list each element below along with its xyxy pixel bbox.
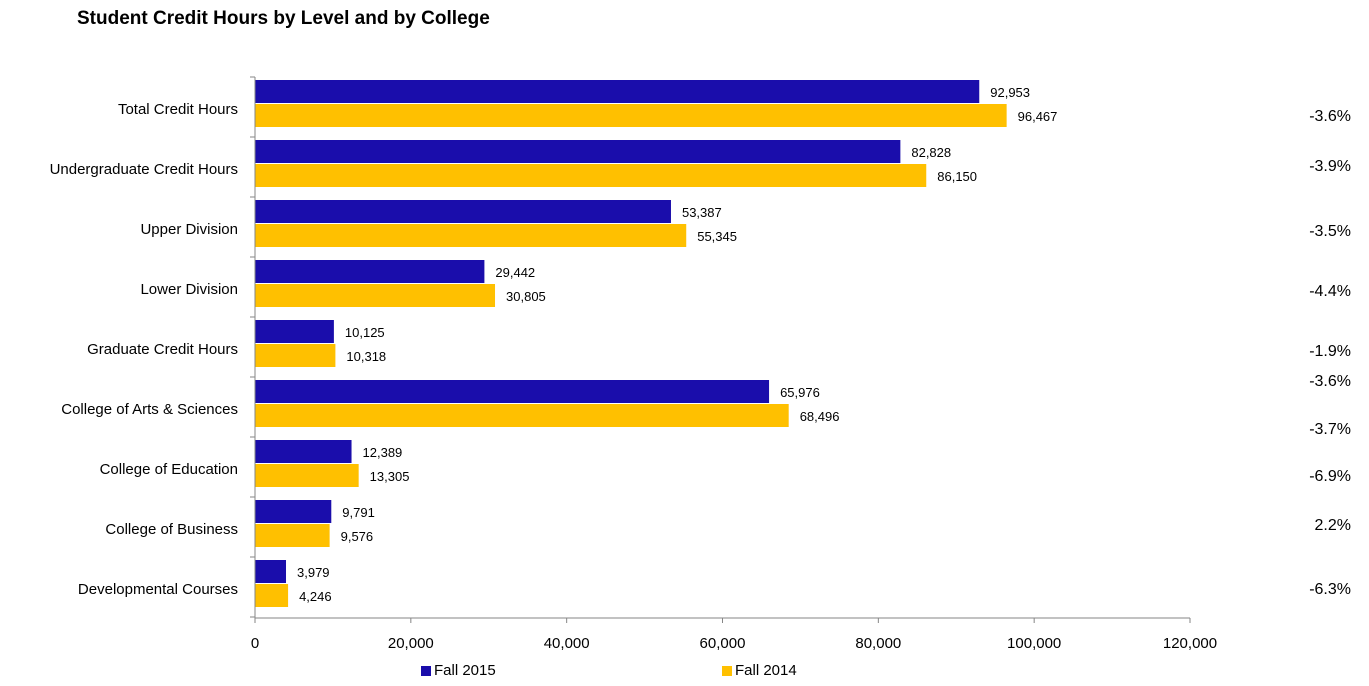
data-label-fall-2015-undergraduate-credit-hours: 82,828 (911, 145, 951, 160)
bar-fall-2014-upper-division (255, 224, 687, 247)
bars-layer (255, 80, 1007, 607)
percent-change-label: -6.9% (1309, 468, 1351, 485)
x-tick-label: 120,000 (1163, 635, 1217, 652)
x-tick-label: 0 (251, 635, 259, 652)
x-tick-label: 80,000 (855, 635, 901, 652)
bar-fall-2014-college-of-education (255, 464, 359, 487)
bar-fall-2014-developmental-courses (255, 584, 289, 607)
bar-fall-2014-college-of-business (255, 524, 330, 547)
category-label-upper-division: Upper Division (140, 221, 238, 238)
bar-fall-2015-college-of-business (255, 500, 332, 523)
category-label-undergraduate-credit-hours: Undergraduate Credit Hours (50, 161, 238, 178)
data-label-fall-2014-upper-division: 55,345 (697, 229, 737, 244)
x-tick-label: 40,000 (544, 635, 590, 652)
chart-title: Student Credit Hours by Level and by Col… (77, 8, 490, 29)
data-label-fall-2014-graduate-credit-hours: 10,318 (346, 349, 386, 364)
bar-fall-2015-graduate-credit-hours (255, 320, 334, 343)
bar-fall-2015-total-credit-hours (255, 80, 980, 103)
x-tick-label: 100,000 (1007, 635, 1061, 652)
data-label-fall-2014-developmental-courses: 4,246 (299, 589, 332, 604)
x-tick-label: 60,000 (700, 635, 746, 652)
bar-fall-2014-college-of-arts-and-sciences (255, 404, 789, 427)
percent-change-label: -6.3% (1309, 581, 1351, 598)
percent-change-label: -3.6% (1309, 108, 1351, 125)
category-label-total-credit-hours: Total Credit Hours (118, 101, 238, 118)
axis-layer: 0 20,000 40,000 60,000 80,000 100,000 120,000 (250, 76, 1217, 652)
category-label-college-of-education: College of Education (100, 461, 238, 478)
legend-swatch-fall-2015 (421, 665, 431, 676)
percent-change-label: -3.6% (1309, 373, 1351, 390)
percent-change-label: -3.9% (1309, 158, 1351, 175)
bar-fall-2015-college-of-education (255, 440, 352, 463)
x-tick-label: 20,000 (388, 635, 434, 652)
percent-change-label: -4.4% (1309, 283, 1351, 300)
legend-label-fall-2014: Fall 2014 (735, 662, 797, 679)
legend-label-fall-2015: Fall 2015 (434, 662, 496, 679)
data-label-fall-2015-lower-division: 29,442 (495, 265, 535, 280)
data-label-fall-2014-college-of-business: 9,576 (341, 529, 374, 544)
percent-change-label: -3.7% (1309, 421, 1351, 438)
percent-change-label: -1.9% (1309, 343, 1351, 360)
bar-fall-2015-lower-division (255, 260, 485, 283)
category-label-college-of-business: College of Business (105, 521, 238, 538)
bar-fall-2015-upper-division (255, 200, 671, 223)
data-label-fall-2014-college-of-education: 13,305 (370, 469, 410, 484)
bar-fall-2015-undergraduate-credit-hours (255, 140, 901, 163)
bar-fall-2014-total-credit-hours (255, 104, 1007, 127)
bar-fall-2014-graduate-credit-hours (255, 344, 336, 367)
data-label-fall-2015-developmental-courses: 3,979 (297, 565, 330, 580)
data-label-fall-2015-college-of-education: 12,389 (363, 445, 403, 460)
data-label-fall-2015-total-credit-hours: 92,953 (990, 85, 1030, 100)
legend-swatch-fall-2014 (722, 665, 732, 676)
bar-fall-2014-lower-division (255, 284, 496, 307)
labels-layer: Total Credit Hours 92,953 96,467 Undergradu… (50, 85, 1351, 604)
data-label-fall-2014-college-of-arts-and-sciences: 68,496 (800, 409, 840, 424)
data-label-fall-2015-college-of-business: 9,791 (342, 505, 375, 520)
percent-change-label: -3.5% (1309, 223, 1351, 240)
bar-fall-2015-developmental-courses (255, 560, 287, 583)
data-label-fall-2015-upper-division: 53,387 (682, 205, 722, 220)
data-label-fall-2014-total-credit-hours: 96,467 (1018, 109, 1058, 124)
category-label-college-of-arts-and-sciences: College of Arts & Sciences (61, 401, 238, 418)
legend-item-fall-2015: Fall 2015 (421, 662, 496, 679)
category-label-lower-division: Lower Division (140, 281, 238, 298)
data-label-fall-2014-lower-division: 30,805 (506, 289, 546, 304)
percent-change-label: 2.2% (1315, 517, 1351, 534)
legend-item-fall-2014: Fall 2014 (722, 662, 797, 679)
category-label-graduate-credit-hours: Graduate Credit Hours (87, 341, 238, 358)
data-label-fall-2014-undergraduate-credit-hours: 86,150 (937, 169, 977, 184)
bar-fall-2015-college-of-arts-and-sciences (255, 380, 770, 403)
bar-fall-2014-undergraduate-credit-hours (255, 164, 927, 187)
data-label-fall-2015-college-of-arts-and-sciences: 65,976 (780, 385, 820, 400)
data-label-fall-2015-graduate-credit-hours: 10,125 (345, 325, 385, 340)
category-label-developmental-courses: Developmental Courses (78, 581, 238, 598)
